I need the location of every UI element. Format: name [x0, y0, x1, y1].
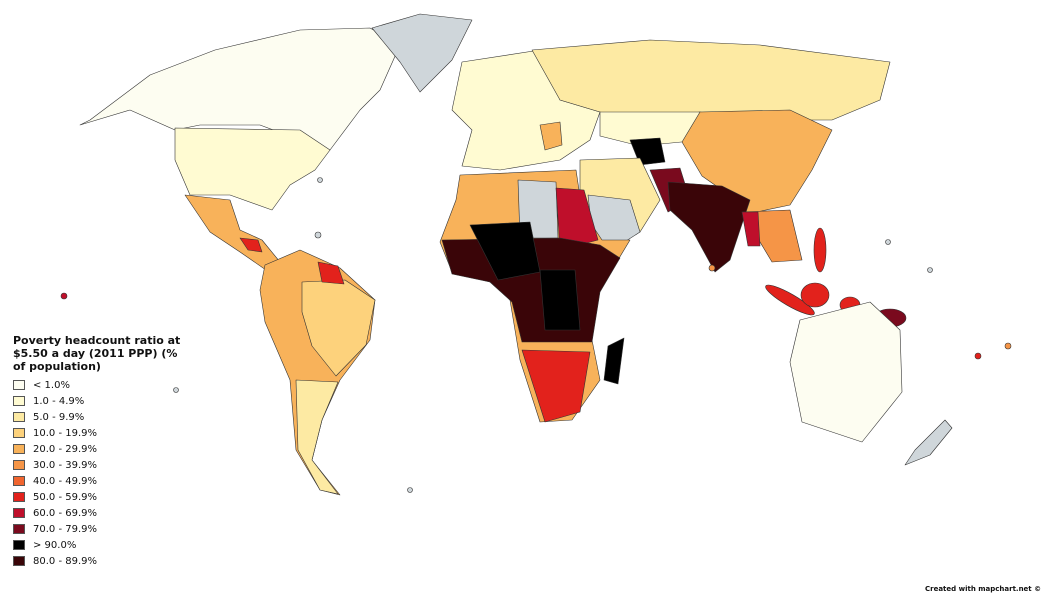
- legend-label: 10.0 - 19.9%: [33, 427, 97, 439]
- legend-item: 80.0 - 89.9%: [13, 553, 193, 569]
- island: [317, 177, 323, 183]
- island: [173, 387, 179, 393]
- legend-swatch: [13, 508, 25, 518]
- legend-items: < 1.0% 1.0 - 4.9% 5.0 - 9.9% 10.0 - 19.9% 20…: [13, 377, 193, 569]
- legend-swatch: [13, 412, 25, 422]
- region: [521, 349, 591, 423]
- legend-item: 5.0 - 9.9%: [13, 409, 193, 425]
- legend-item: 40.0 - 49.9%: [13, 473, 193, 489]
- legend-label: < 1.0%: [33, 379, 70, 391]
- legend-swatch: [13, 492, 25, 502]
- credit: Created with mapchart.net ©: [925, 585, 1042, 593]
- legend-item: 10.0 - 19.9%: [13, 425, 193, 441]
- region: [555, 187, 599, 251]
- legend-title: Poverty headcount ratio at $5.50 a day (…: [13, 334, 181, 373]
- legend-label: 5.0 - 9.9%: [33, 411, 85, 423]
- island: [60, 292, 68, 300]
- island: [974, 352, 982, 360]
- region: [301, 279, 376, 377]
- region: [295, 379, 339, 495]
- island: [885, 239, 891, 245]
- region: [79, 27, 401, 151]
- region: [904, 419, 953, 466]
- legend-item: > 90.0%: [13, 537, 193, 553]
- island: [407, 487, 413, 493]
- legend-swatch: [13, 476, 25, 486]
- legend-label: 1.0 - 4.9%: [33, 395, 85, 407]
- region: [741, 211, 761, 247]
- region: [681, 109, 833, 216]
- island: [927, 267, 933, 273]
- legend-label: 50.0 - 59.9%: [33, 491, 97, 503]
- region: [789, 301, 903, 443]
- region: [800, 282, 830, 308]
- legend-swatch: [13, 428, 25, 438]
- island: [708, 264, 716, 272]
- legend-item: < 1.0%: [13, 377, 193, 393]
- island: [314, 231, 322, 239]
- legend-label: 80.0 - 89.9%: [33, 555, 97, 567]
- legend-swatch: [13, 556, 25, 566]
- legend-item: 60.0 - 69.9%: [13, 505, 193, 521]
- legend-swatch: [13, 396, 25, 406]
- region: [371, 13, 473, 93]
- legend-swatch: [13, 460, 25, 470]
- legend-swatch: [13, 444, 25, 454]
- legend-label: 20.0 - 29.9%: [33, 443, 97, 455]
- region: [603, 337, 625, 385]
- legend-label: 40.0 - 49.9%: [33, 475, 97, 487]
- legend-item: 50.0 - 59.9%: [13, 489, 193, 505]
- legend-swatch: [13, 524, 25, 534]
- region: [765, 284, 815, 316]
- region: [813, 227, 827, 273]
- region: [599, 111, 703, 147]
- legend: Poverty headcount ratio at $5.50 a day (…: [13, 334, 193, 569]
- region: [539, 269, 581, 331]
- legend-label: 60.0 - 69.9%: [33, 507, 97, 519]
- legend-item: 30.0 - 39.9%: [13, 457, 193, 473]
- legend-label: 70.0 - 79.9%: [33, 523, 97, 535]
- legend-swatch: [13, 540, 25, 550]
- region: [539, 121, 563, 151]
- region: [667, 181, 751, 273]
- region: [239, 237, 263, 253]
- region: [531, 39, 891, 121]
- region: [174, 127, 331, 211]
- island: [1004, 342, 1012, 350]
- legend-label: 30.0 - 39.9%: [33, 459, 97, 471]
- region: [317, 261, 345, 285]
- legend-label: > 90.0%: [33, 539, 77, 551]
- legend-swatch: [13, 380, 25, 390]
- legend-item: 20.0 - 29.9%: [13, 441, 193, 457]
- legend-item: 70.0 - 79.9%: [13, 521, 193, 537]
- legend-item: 1.0 - 4.9%: [13, 393, 193, 409]
